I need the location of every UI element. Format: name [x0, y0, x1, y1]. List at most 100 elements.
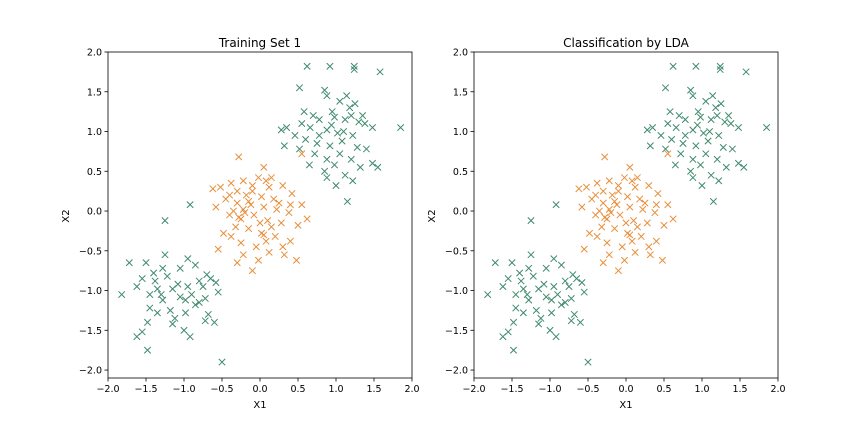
scatter-point [654, 189, 662, 198]
scatter-point [303, 215, 311, 223]
scatter-point [309, 112, 317, 120]
scatter-point [340, 127, 348, 136]
scatter-point [232, 223, 240, 231]
x-tick-label: −0.5 [576, 384, 599, 395]
scatter-point [176, 293, 184, 301]
plot-frame [107, 51, 413, 379]
scatter-point [547, 309, 556, 317]
scatter-point [570, 310, 578, 318]
scatter-point [169, 320, 177, 328]
scatter-point [343, 197, 351, 206]
scatter-point [270, 195, 278, 203]
scatter-point [550, 283, 558, 291]
scatter-point [734, 159, 743, 167]
scatter-point [557, 301, 565, 309]
y-tick-label: −1.5 [79, 326, 102, 337]
scatter-point [133, 333, 141, 341]
scatter-point [374, 163, 382, 171]
scatter-point [601, 153, 609, 161]
scatter-point [350, 65, 358, 74]
scatter-point [328, 108, 336, 116]
x-tick-label: 1.5 [732, 384, 747, 395]
scatter-point [277, 219, 285, 227]
scatter-point [143, 318, 152, 326]
y-tick-label: −1.5 [445, 326, 468, 337]
scatter-point [709, 197, 717, 206]
scatter-point [298, 150, 306, 158]
scatter-point [561, 298, 569, 307]
scatter-point [582, 183, 591, 191]
scatter-point [725, 112, 733, 120]
scatter-point [239, 177, 247, 185]
scatter-point [666, 108, 674, 116]
scatter-point [623, 193, 632, 201]
scatter-point [512, 290, 520, 299]
scatter-point [504, 275, 512, 283]
scatter-point [699, 129, 708, 137]
y-tick-label: 0.5 [87, 167, 102, 178]
scatter-point [517, 277, 525, 285]
scatter-point [349, 131, 357, 140]
scatter-point [509, 318, 518, 326]
scatter-point [603, 239, 611, 247]
scatter-point [658, 256, 667, 264]
scatter-point [227, 232, 235, 241]
scatter-point [550, 255, 558, 263]
scatter-point [672, 123, 680, 132]
scatter-point [362, 145, 370, 153]
y-axis-label: X2 [427, 209, 438, 222]
x-tick-label: −1.0 [172, 384, 195, 395]
scatter-point [626, 163, 634, 171]
scatter-point [315, 131, 323, 140]
scatter-point [186, 201, 194, 209]
scatter-point [273, 205, 281, 213]
scatter-point [669, 62, 677, 70]
scatter-point [614, 187, 622, 195]
scatter-point [716, 65, 724, 74]
scatter-point [248, 267, 256, 275]
scatter-point [740, 163, 748, 171]
scatter-point [275, 199, 283, 207]
scatter-point [660, 221, 668, 229]
scatter-point [614, 182, 622, 190]
scatter-point [233, 187, 241, 195]
plot-frame [473, 51, 779, 379]
scatter-point [693, 121, 701, 129]
scatter-point [664, 120, 672, 128]
scatter-point [161, 251, 169, 259]
scatter-point [689, 155, 697, 163]
y-tick-label: −2.0 [79, 366, 102, 377]
scatter-point [306, 123, 314, 132]
scatter-point [687, 86, 695, 94]
x-tick-label: 0.0 [252, 384, 267, 395]
scatter-point [567, 317, 575, 325]
x-tick-label: 1.0 [328, 384, 343, 395]
scatter-point [262, 177, 270, 185]
scatter-point [628, 237, 636, 245]
scatter-point [694, 108, 702, 116]
scatter-point [713, 155, 721, 163]
scatter-point [622, 219, 630, 227]
scatter-point [326, 142, 334, 150]
scatter-point [233, 259, 241, 267]
scatter-point [692, 142, 700, 150]
scatter-point [554, 290, 562, 299]
scatter-point [512, 304, 520, 312]
scatter-point [763, 123, 771, 132]
scatter-point [260, 231, 268, 239]
scatter-point [169, 285, 177, 293]
y-tick-label: −0.5 [79, 246, 102, 257]
scatter-point [668, 135, 676, 144]
y-tick-label: 2.0 [453, 48, 468, 59]
scatter-point [557, 261, 565, 269]
scatter-point [397, 123, 405, 132]
scatter-point [146, 290, 154, 299]
scatter-point [280, 251, 288, 259]
x-tick-label: 0.5 [656, 384, 671, 395]
scatter-point [696, 161, 705, 169]
scatter-point [347, 112, 355, 120]
scatter-point [592, 191, 600, 199]
scatter-point [327, 121, 335, 129]
scatter-point [257, 193, 266, 201]
y-axis-label: X2 [61, 209, 72, 222]
